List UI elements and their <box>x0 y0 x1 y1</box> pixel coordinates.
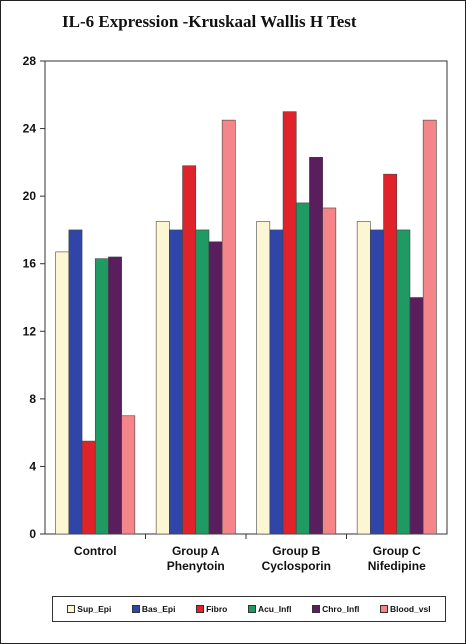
bar-acu-infl <box>195 229 210 535</box>
y-tick-label: 24 <box>23 122 37 136</box>
bar-blood-vsl <box>422 119 437 535</box>
bar-sup-epi <box>155 221 170 535</box>
bar-fibro <box>182 165 197 535</box>
legend-item: Acu_Infl <box>247 604 292 614</box>
bar-chro-infl <box>409 297 424 535</box>
bar-sup-epi <box>356 221 371 535</box>
legend-item: Fibro <box>196 604 227 614</box>
bar-sup-epi <box>55 251 70 535</box>
bar-fibro <box>81 440 96 535</box>
bar-fibro <box>282 111 297 535</box>
bar-bas-epi <box>269 229 284 535</box>
bar-acu-infl <box>295 202 310 535</box>
bar-acu-infl <box>396 229 411 535</box>
legend-label: Fibro <box>206 604 228 614</box>
legend-swatch <box>67 605 76 613</box>
x-category-label: Group B <box>272 544 320 558</box>
y-tick-label: 28 <box>23 54 37 68</box>
y-tick-label: 0 <box>29 527 36 541</box>
y-tick-label: 16 <box>23 257 37 271</box>
bar-bas-epi <box>169 229 183 535</box>
x-category-label: Control <box>74 544 117 558</box>
legend-label: Blood_vsl <box>390 604 431 614</box>
legend-item: Bas_Epi <box>131 604 176 614</box>
bar-acu-infl <box>94 258 109 535</box>
legend-item: Sup_Epi <box>67 604 111 614</box>
legend-swatch <box>247 605 256 613</box>
legend-item: Chro_Infl <box>312 604 359 614</box>
legend-label: Chro_Infl <box>322 604 360 614</box>
bar-sup-epi <box>256 221 271 535</box>
bar-bas-epi <box>68 229 83 535</box>
y-tick-label: 8 <box>29 392 36 406</box>
x-category-label: Nifedipine <box>368 559 426 573</box>
x-category-label: Group C <box>373 544 421 558</box>
legend-swatch <box>196 605 205 613</box>
bar-blood-vsl <box>322 207 337 535</box>
x-category-label: Phenytoin <box>167 559 225 573</box>
bar-fibro <box>383 173 398 535</box>
bar-blood-vsl <box>121 415 136 535</box>
x-category-label: Cyclosporin <box>262 559 331 573</box>
chart-title: IL-6 Expression -Kruskaal Wallis H Test <box>62 12 357 31</box>
bar-chro-infl <box>108 256 122 535</box>
legend-swatch <box>312 605 321 613</box>
legend-swatch <box>380 605 388 613</box>
x-category-label: Group A <box>172 544 220 558</box>
legend-item: Blood_vsl <box>380 604 431 614</box>
legend-label: Sup_Epi <box>77 604 112 614</box>
legend-swatch <box>131 605 140 613</box>
y-tick-label: 12 <box>23 324 37 338</box>
y-tick-label: 4 <box>29 459 36 473</box>
legend-label: Bas_Epi <box>141 604 176 614</box>
legend: Sup_Epi Bas_Epi Fibro Acu_Infl Chro_Infl Bloo… <box>52 596 446 622</box>
y-tick-label: 20 <box>23 189 37 203</box>
bar-chro-infl <box>208 241 223 535</box>
legend-label: Acu_Infl <box>257 604 292 614</box>
bar-bas-epi <box>370 229 384 535</box>
bar-blood-vsl <box>221 119 236 535</box>
bar-chro-infl <box>309 156 323 535</box>
